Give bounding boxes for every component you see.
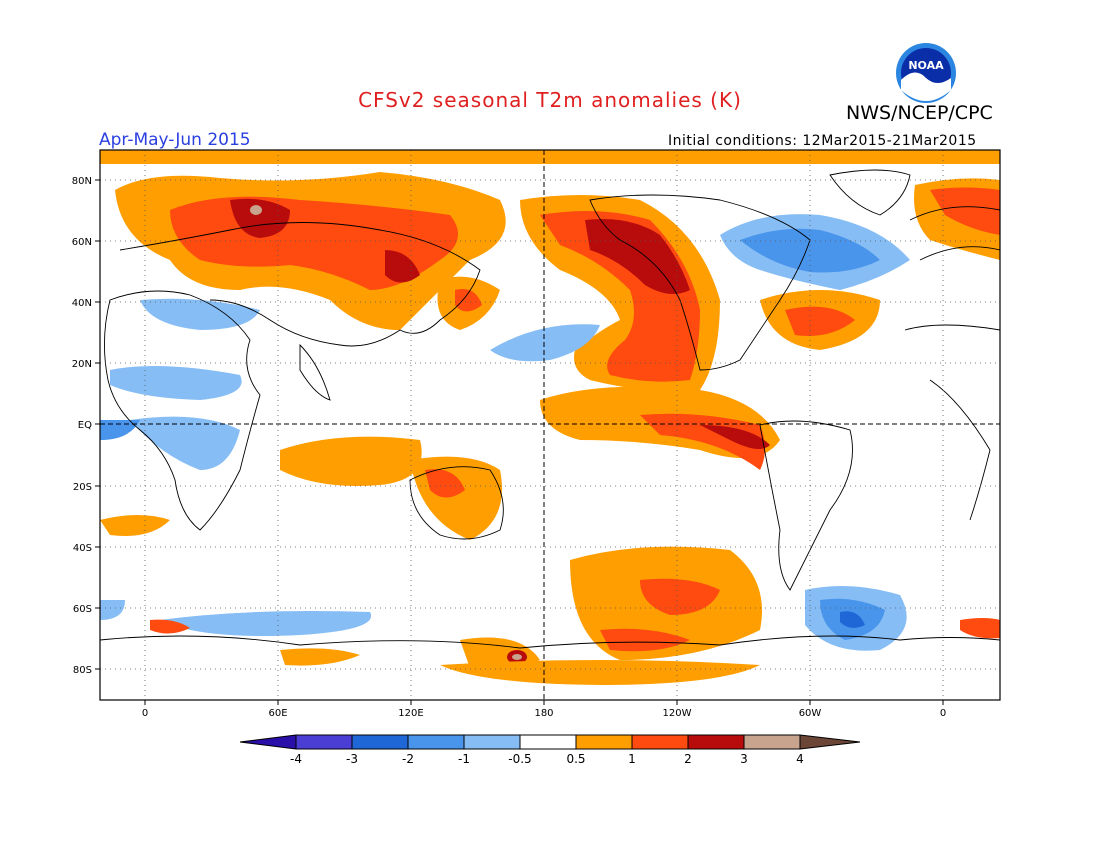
lon-label-0-right: 0 bbox=[940, 708, 946, 719]
colorbar-label: 1 bbox=[628, 752, 636, 766]
colorbar-label: -4 bbox=[290, 752, 302, 766]
lat-label-80s: 80S bbox=[73, 665, 92, 676]
initial-conditions: Initial conditions: 12Mar2015-21Mar2015 bbox=[668, 133, 977, 149]
lat-label-eq: EQ bbox=[78, 420, 92, 431]
reference-lines bbox=[100, 150, 1000, 700]
colorbar-cell bbox=[632, 735, 688, 749]
lon-label-0-left: 0 bbox=[142, 708, 148, 719]
colorbar-label: 4 bbox=[796, 752, 804, 766]
colorbar-label: 2 bbox=[684, 752, 692, 766]
lat-label-80n: 80N bbox=[72, 176, 92, 187]
colorbar-cell bbox=[296, 735, 352, 749]
colorbar-label: 3 bbox=[740, 752, 748, 766]
colorbar-cell bbox=[576, 735, 632, 749]
colorbar-separators bbox=[295, 735, 801, 749]
colorbar-cell-min bbox=[240, 735, 296, 749]
colorbar-cell bbox=[688, 735, 744, 749]
colorbar-label: -0.5 bbox=[508, 752, 531, 766]
coastlines bbox=[100, 169, 1000, 649]
agency-label: NWS/NCEP/CPC bbox=[846, 102, 993, 124]
colorbar-label: 0.5 bbox=[566, 752, 585, 766]
forecast-period: Apr-May-Jun 2015 bbox=[99, 130, 251, 150]
colorbar-cell bbox=[464, 735, 520, 749]
colorbar-cell bbox=[408, 735, 464, 749]
axis-ticks bbox=[95, 179, 944, 705]
anomaly-field bbox=[100, 150, 1000, 685]
colorbar-label: -2 bbox=[402, 752, 414, 766]
lon-label-120w: 120W bbox=[663, 708, 692, 719]
colorbar: -4 -3 -2 -1 -0.5 0.5 1 2 3 4 bbox=[239, 734, 861, 766]
noaa-logo-icon: NOAA bbox=[896, 43, 956, 103]
lat-label-60s: 60S bbox=[73, 604, 92, 615]
noaa-logo-text: NOAA bbox=[908, 59, 944, 72]
lat-label-20n: 20N bbox=[72, 359, 92, 370]
colorbar-cell bbox=[352, 735, 408, 749]
colorbar-cell bbox=[744, 735, 800, 749]
lon-label-60w: 60W bbox=[799, 708, 822, 719]
lat-label-40n: 40N bbox=[72, 298, 92, 309]
lat-label-20s: 20S bbox=[73, 482, 92, 493]
lat-label-40s: 40S bbox=[73, 543, 92, 554]
lon-label-120e: 120E bbox=[398, 708, 423, 719]
lon-label-180: 180 bbox=[534, 708, 553, 719]
colorbar-label: -1 bbox=[458, 752, 470, 766]
colorbar-cell-max bbox=[800, 735, 860, 749]
map-frame bbox=[99, 149, 1001, 701]
chart-title: CFSv2 seasonal T2m anomalies (K) bbox=[358, 88, 742, 112]
graticule bbox=[100, 150, 1000, 700]
colorbar-cell bbox=[520, 735, 576, 749]
lat-label-60n: 60N bbox=[72, 237, 92, 248]
colorbar-label: -3 bbox=[346, 752, 358, 766]
lon-label-60e: 60E bbox=[268, 708, 287, 719]
